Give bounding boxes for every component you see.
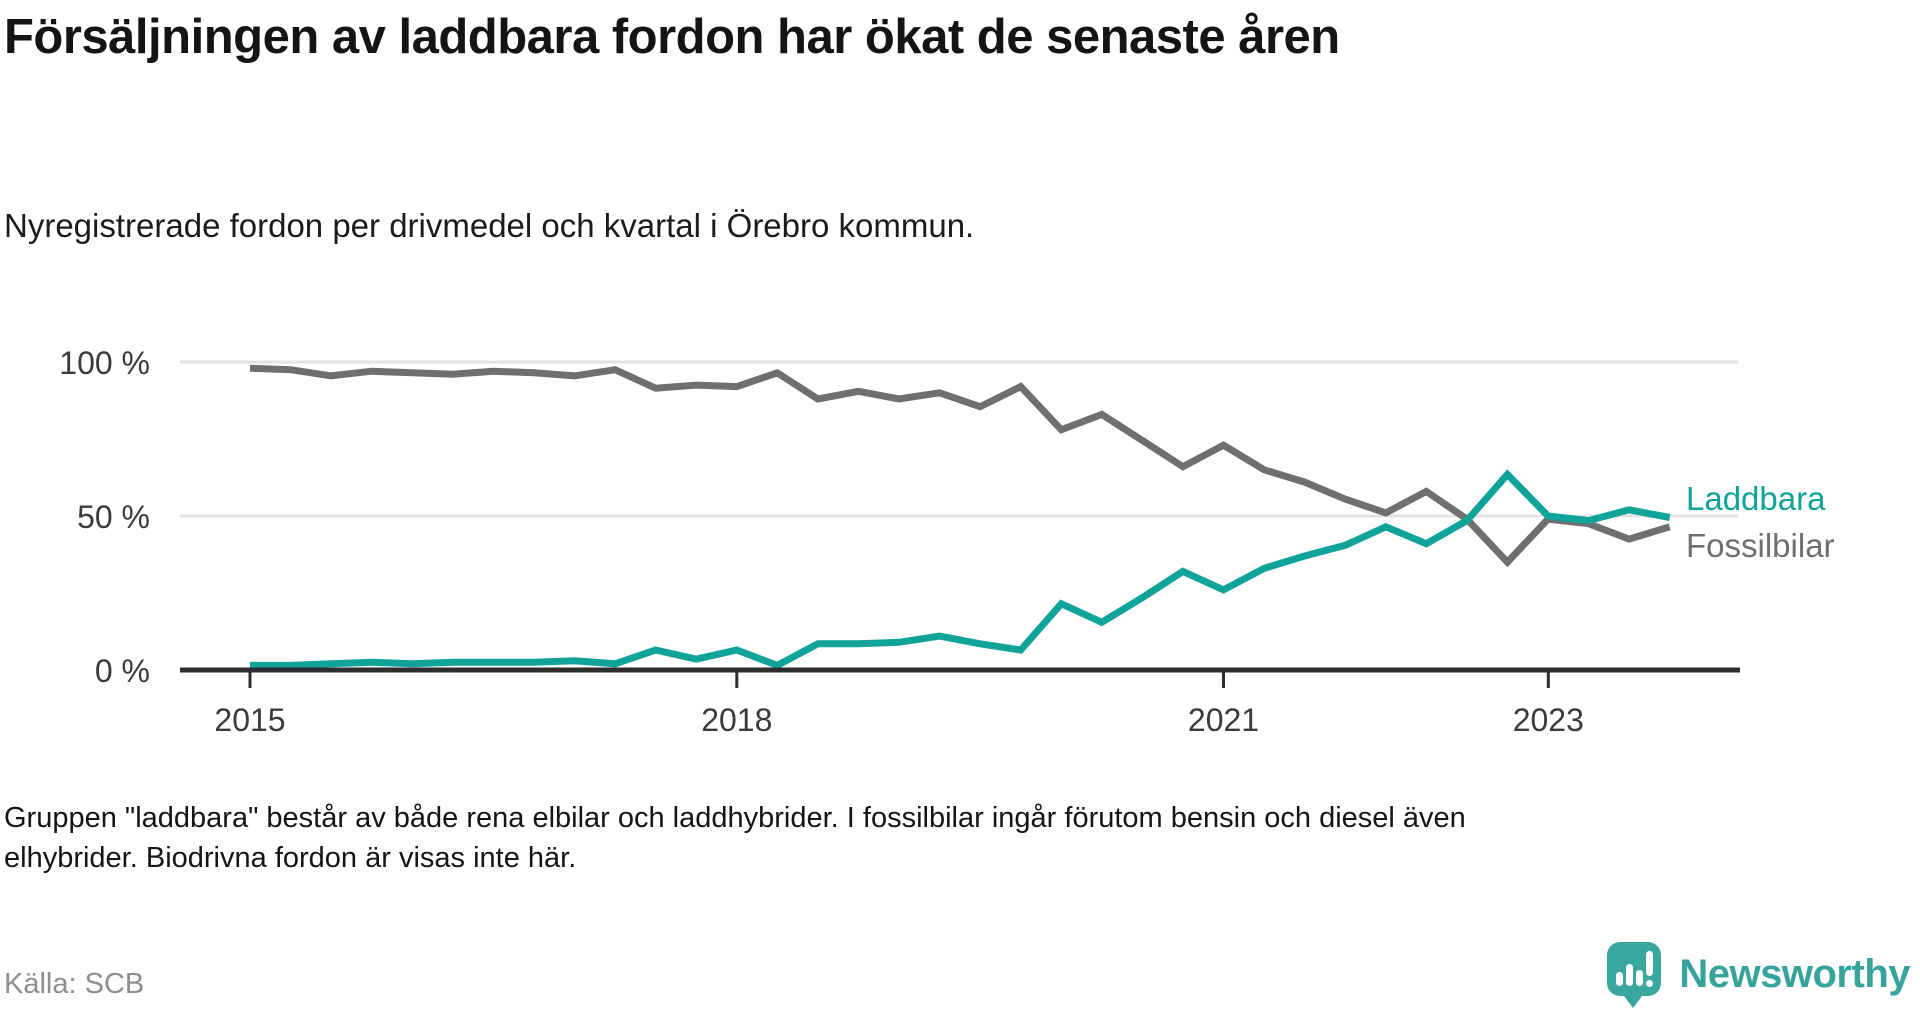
chart-subtitle: Nyregistrerade fordon per drivmedel och … bbox=[4, 207, 975, 244]
chart-footnote: Gruppen "laddbara" består av både rena e… bbox=[4, 798, 1564, 878]
x-tick-label-2023: 2023 bbox=[1513, 702, 1584, 738]
newsworthy-wordmark: Newsworthy bbox=[1679, 952, 1910, 996]
legend-laddbara: Laddbara bbox=[1686, 480, 1826, 517]
y-tick-100: 100 % bbox=[59, 345, 150, 381]
exclamation-dot bbox=[1646, 980, 1654, 987]
page-title: Försäljningen av laddbara fordon har öka… bbox=[4, 10, 1340, 64]
footnote-line-2: elhybrider. Biodrivna fordon är visas in… bbox=[4, 842, 577, 874]
fossilbilar-line bbox=[249, 364, 1671, 568]
exclamation-bar bbox=[1646, 951, 1654, 976]
line-chart: 100 % 50 % 0 % 2015 2018 2021 2023 Laddb… bbox=[59, 345, 1835, 738]
y-tick-0: 0 % bbox=[95, 653, 150, 689]
legend-fossilbilar: Fossilbilar bbox=[1686, 527, 1835, 564]
x-tick-label-2021: 2021 bbox=[1188, 702, 1259, 738]
speech-bubble-shape bbox=[1607, 942, 1662, 1008]
newsworthy-branding: Newsworthy bbox=[1605, 940, 1910, 1008]
bar-3 bbox=[1636, 970, 1644, 986]
newsworthy-logo-icon bbox=[1607, 942, 1662, 1008]
bar-1 bbox=[1616, 972, 1624, 986]
y-tick-50: 50 % bbox=[77, 499, 150, 535]
laddbara-line bbox=[250, 469, 1671, 670]
footnote-line-1: Gruppen "laddbara" består av både rena e… bbox=[4, 802, 1466, 834]
bar-2 bbox=[1626, 964, 1634, 986]
x-tick-label-2015: 2015 bbox=[214, 702, 285, 738]
x-tick-label-2018: 2018 bbox=[701, 702, 772, 738]
source-label: Källa: SCB bbox=[4, 968, 145, 1000]
